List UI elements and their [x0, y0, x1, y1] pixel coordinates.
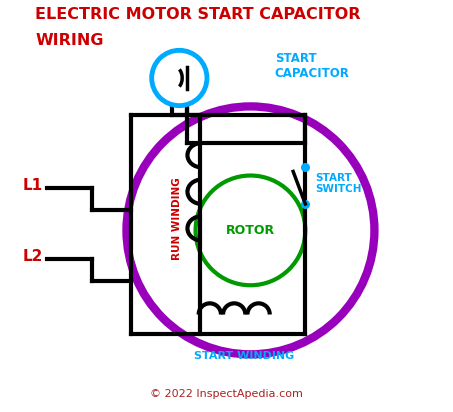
Text: WIRING: WIRING [35, 33, 104, 48]
Text: RUN WINDING: RUN WINDING [172, 177, 182, 260]
Text: START
CAPACITOR: START CAPACITOR [275, 52, 350, 80]
Text: START WINDING: START WINDING [194, 351, 294, 361]
Text: ELECTRIC MOTOR START CAPACITOR: ELECTRIC MOTOR START CAPACITOR [35, 7, 361, 22]
Text: START
SWITCH: START SWITCH [315, 173, 362, 194]
Text: © 2022 InspectApedia.com: © 2022 InspectApedia.com [149, 389, 303, 399]
Text: L2: L2 [23, 249, 43, 265]
Text: ROTOR: ROTOR [226, 224, 275, 237]
Text: L1: L1 [23, 178, 43, 193]
